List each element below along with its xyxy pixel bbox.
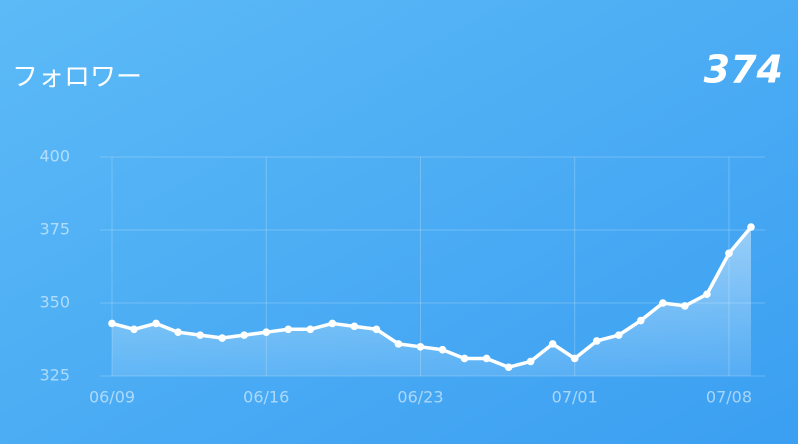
y-tick-label: 325 bbox=[39, 366, 70, 385]
point bbox=[218, 334, 226, 342]
point bbox=[526, 357, 535, 366]
point bbox=[130, 325, 138, 334]
point bbox=[504, 363, 513, 372]
point bbox=[659, 299, 667, 307]
x-tick-label: 07/08 bbox=[706, 388, 752, 407]
point bbox=[725, 249, 733, 258]
point bbox=[108, 319, 116, 328]
point bbox=[703, 290, 711, 299]
point bbox=[174, 328, 182, 337]
headline-value: 374 bbox=[704, 48, 783, 92]
point bbox=[614, 331, 623, 339]
x-tick-label: 06/23 bbox=[397, 388, 443, 407]
point bbox=[196, 331, 204, 339]
point bbox=[262, 328, 271, 337]
y-tick-label: 375 bbox=[39, 220, 70, 239]
point bbox=[394, 340, 403, 348]
x-tick-label: 07/01 bbox=[552, 388, 598, 407]
point bbox=[460, 354, 469, 363]
point bbox=[592, 337, 601, 345]
x-tick-label: 06/16 bbox=[243, 388, 289, 407]
point bbox=[548, 340, 557, 348]
point bbox=[152, 319, 160, 328]
y-tick-label: 400 bbox=[39, 147, 70, 166]
x-tick-label: 06/09 bbox=[89, 388, 135, 407]
point bbox=[350, 322, 359, 331]
point bbox=[570, 354, 579, 363]
y-tick-label: 350 bbox=[39, 293, 70, 312]
point bbox=[284, 325, 293, 334]
point bbox=[240, 331, 249, 339]
point bbox=[416, 343, 425, 351]
point bbox=[482, 354, 491, 363]
point bbox=[747, 223, 755, 231]
point bbox=[306, 325, 315, 334]
point bbox=[681, 302, 689, 310]
point bbox=[438, 345, 447, 354]
point bbox=[372, 325, 381, 334]
point bbox=[328, 319, 337, 328]
area bbox=[112, 227, 751, 376]
chart-title: フォロワー bbox=[12, 63, 142, 93]
point bbox=[637, 316, 645, 325]
